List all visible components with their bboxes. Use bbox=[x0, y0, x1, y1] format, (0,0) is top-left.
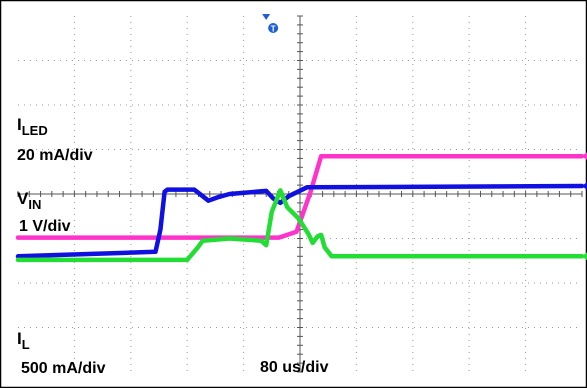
time-scale-label: 80 us/div bbox=[260, 359, 329, 376]
channel-marker-i-l bbox=[582, 252, 587, 261]
vin-subscript: IN bbox=[28, 197, 41, 212]
trigger-marker: T bbox=[262, 14, 279, 34]
iled-subscript: LED bbox=[22, 123, 48, 138]
vin-name: V bbox=[17, 189, 29, 208]
iled-label: ILED bbox=[17, 115, 48, 138]
vin-scale-label: 1 V/div bbox=[19, 218, 71, 235]
traces bbox=[15, 152, 587, 263]
il-scale-label: 500 mA/div bbox=[21, 360, 106, 377]
iled-name: I bbox=[17, 115, 22, 134]
il-label: IL bbox=[17, 329, 30, 352]
grid bbox=[17, 15, 583, 373]
channel-marker-v-in bbox=[582, 181, 587, 190]
iled-scale-label: 20 mA/div bbox=[17, 147, 93, 164]
channel-marker-i-led bbox=[582, 152, 587, 161]
vin-label: VIN bbox=[17, 189, 41, 212]
il-subscript: L bbox=[22, 337, 30, 352]
trigger-badge bbox=[268, 23, 279, 33]
trigger-arrow bbox=[262, 14, 271, 20]
trigger-label: T bbox=[271, 25, 276, 34]
trace-i-l bbox=[15, 188, 585, 263]
il-name: I bbox=[17, 329, 22, 348]
